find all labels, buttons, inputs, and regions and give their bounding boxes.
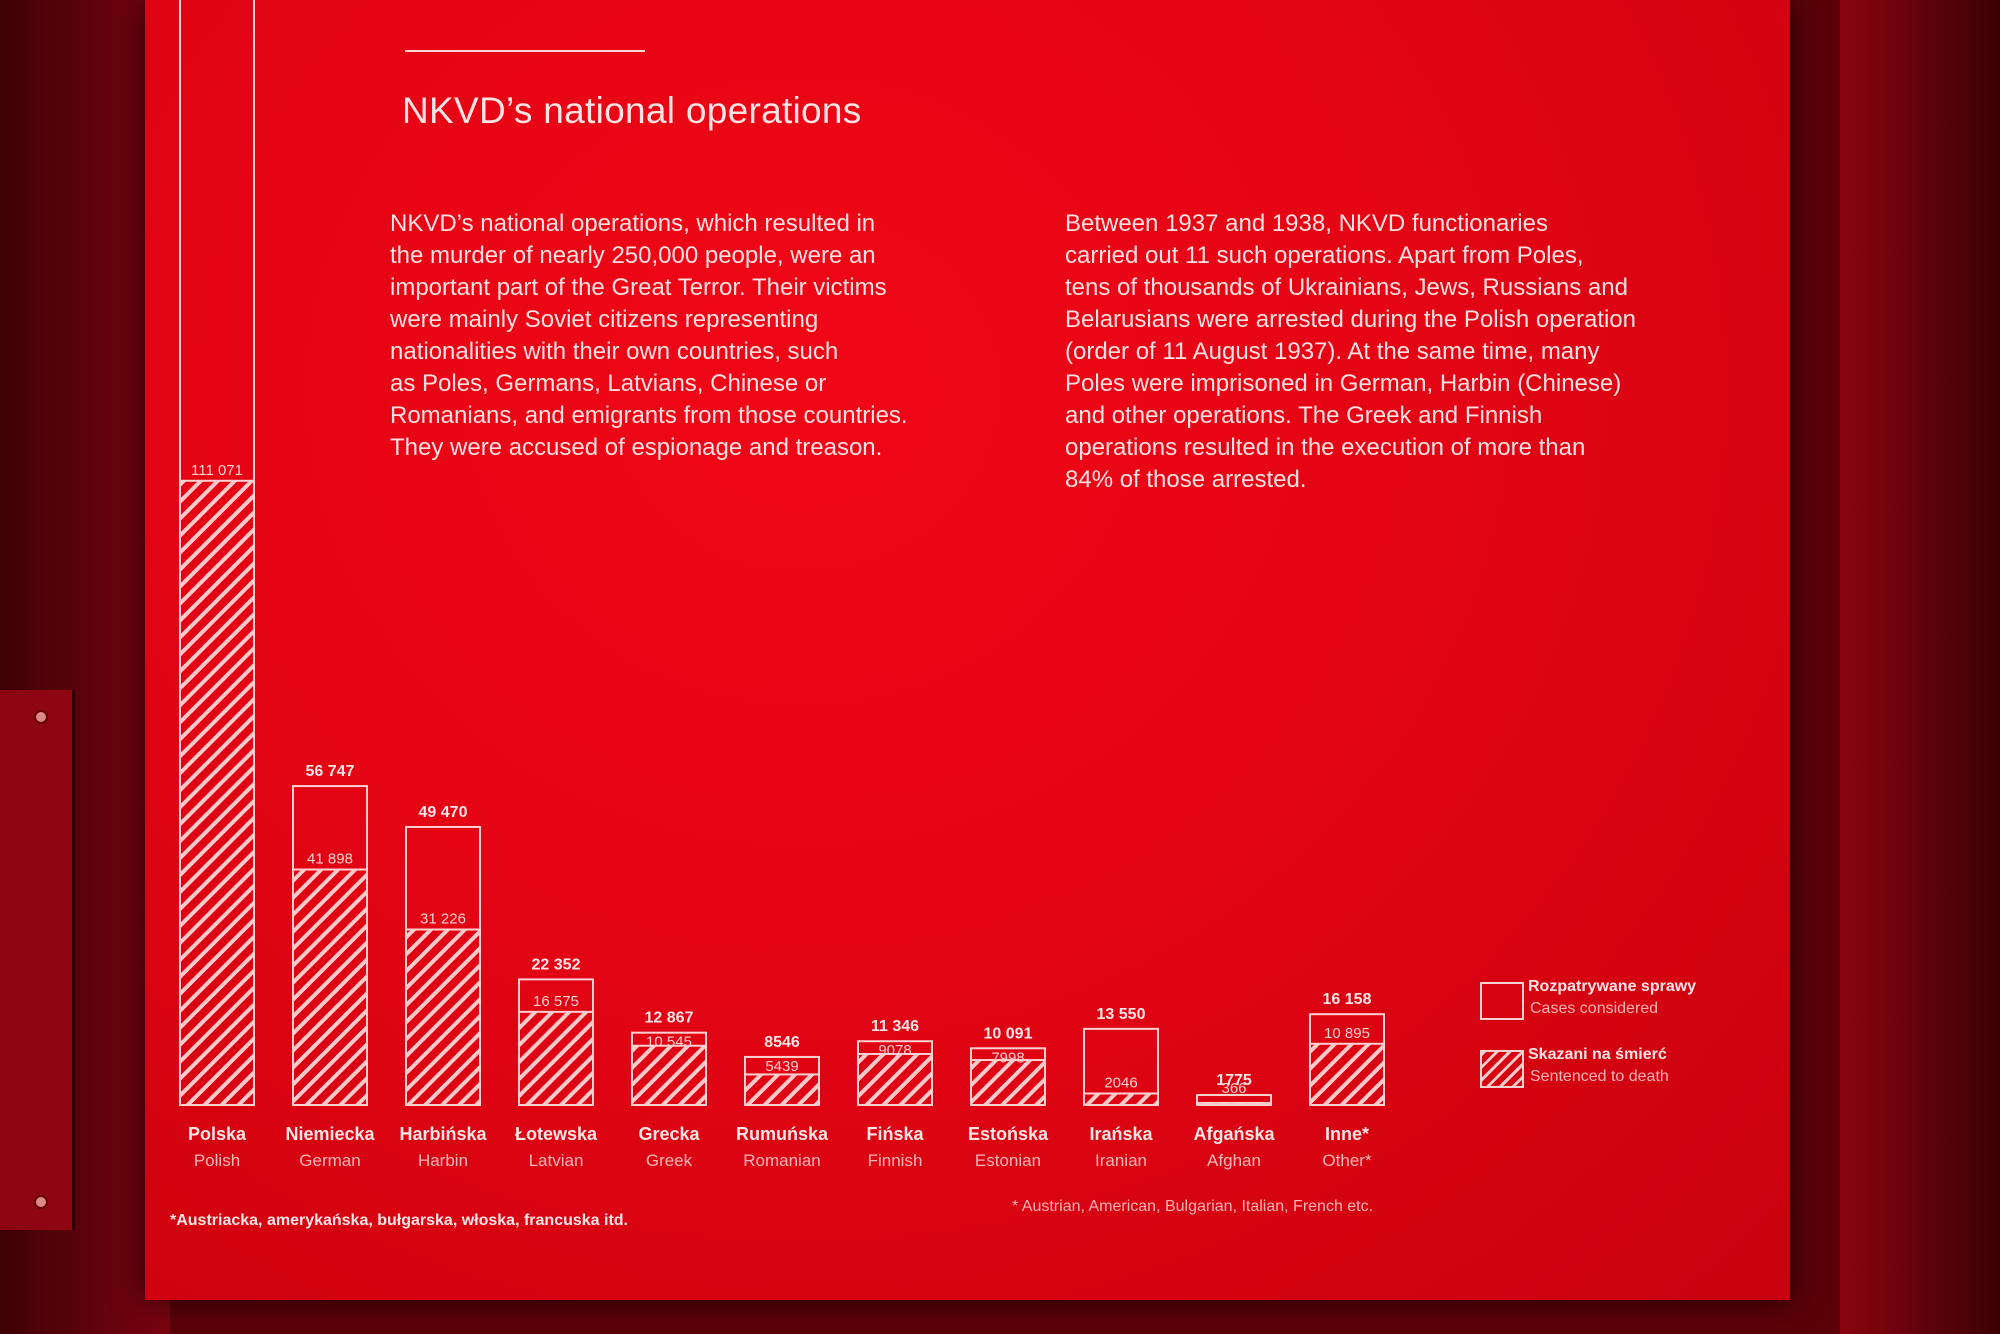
bar-sentenced [744, 1073, 820, 1107]
value-label-cases: 1775 [1216, 1072, 1252, 1089]
category-label-pl: Grecka [638, 1124, 700, 1144]
intro-paragraph-left: NKVD’s national operations, which result… [390, 210, 908, 461]
category-label-en: Other* [1322, 1151, 1372, 1170]
value-label-sentenced: 7998 [991, 1049, 1024, 1066]
category-label-en: Iranian [1095, 1151, 1147, 1170]
bar-sentenced [1083, 1092, 1159, 1106]
bar-cases [970, 1047, 1046, 1106]
category-label-en: Afghan [1207, 1151, 1261, 1170]
category-label-pl: Afgańska [1193, 1124, 1275, 1144]
wall-bracket [0, 690, 75, 1230]
value-label-sentenced: 366 [1221, 1080, 1246, 1097]
bar-cases [857, 1040, 933, 1106]
background-wall-right [1840, 0, 2000, 1334]
value-label-cases: 10 091 [984, 1025, 1033, 1042]
category-label-pl: Łotewska [515, 1124, 598, 1144]
bar-sentenced [631, 1044, 707, 1106]
category-label-en: Harbin [418, 1151, 468, 1170]
category-label-pl: Niemiecka [285, 1124, 375, 1144]
value-label-cases: 11 346 [871, 1018, 919, 1035]
category-label-pl: Fińska [866, 1124, 924, 1144]
bar-sentenced [179, 479, 255, 1106]
category-label-pl: Rumuńska [736, 1124, 829, 1144]
category-label-en: Estonian [975, 1151, 1041, 1170]
bar-sentenced [1309, 1042, 1385, 1107]
intro-paragraph-right: Between 1937 and 1938, NKVD functionarie… [1065, 210, 1636, 493]
value-label-sentenced: 31 226 [420, 911, 466, 928]
value-label-cases: 12 867 [645, 1010, 694, 1027]
bar-sentenced [405, 928, 481, 1107]
footnote-en: * Austrian, American, Bulgarian, Italian… [1012, 1198, 1374, 1215]
category-label-pl: Harbińska [399, 1124, 487, 1144]
value-label-sentenced: 16 575 [533, 993, 579, 1010]
category-label-en: Latvian [529, 1151, 584, 1170]
category-label-pl: Estońska [968, 1124, 1049, 1144]
bar-sentenced [970, 1059, 1046, 1107]
value-label-cases: 13 550 [1097, 1006, 1146, 1023]
category-label-pl: Polska [188, 1124, 247, 1144]
value-label-cases: 56 747 [306, 763, 355, 780]
value-label-cases: 8546 [764, 1034, 800, 1051]
value-label-sentenced: 41 898 [307, 851, 353, 868]
legend-death-label-en: Sentenced to death [1530, 1068, 1669, 1085]
bar-cases [1083, 1027, 1159, 1106]
page-title: NKVD’s national operations [402, 90, 862, 131]
bar-sentenced [857, 1052, 933, 1107]
category-label-en: Polish [194, 1151, 240, 1170]
value-label-sentenced: 10 895 [1324, 1025, 1370, 1042]
bar-sentenced [292, 868, 368, 1107]
value-label-cases: 16 158 [1323, 991, 1372, 1008]
bar-sentenced [518, 1010, 594, 1107]
legend-cases-swatch [1480, 982, 1524, 1020]
category-label-en: Greek [646, 1151, 693, 1170]
legend-death-swatch [1480, 1050, 1524, 1088]
category-label-en: German [299, 1151, 360, 1170]
bar-cases [631, 1031, 707, 1107]
category-label-pl: Irańska [1089, 1124, 1153, 1144]
legend-cases-label-en: Cases considered [1530, 1000, 1659, 1017]
bar-cases [1309, 1013, 1385, 1106]
value-label-sentenced: 9078 [878, 1042, 911, 1059]
title-rule [405, 50, 645, 52]
value-label-sentenced: 111 071 [191, 462, 243, 479]
bar-cases [1196, 1094, 1272, 1107]
bar-cases [744, 1055, 820, 1106]
bar-cases [518, 978, 594, 1107]
value-label-sentenced: 5439 [765, 1058, 798, 1075]
screw-icon [34, 1195, 48, 1209]
bar-cases [179, 0, 255, 1106]
category-label-en: Finnish [868, 1151, 923, 1170]
bar-cases [405, 825, 481, 1106]
value-label-cases: 49 470 [419, 804, 468, 821]
category-label-pl: Inne* [1325, 1124, 1369, 1144]
footnote-pl: *Austriacka, amerykańska, bułgarska, wło… [170, 1212, 628, 1229]
legend-cases-label-pl: Rozpatrywane sprawy [1528, 978, 1697, 995]
legend-death-label-pl: Skazani na śmierć [1528, 1046, 1667, 1063]
value-label-sentenced: 10 545 [646, 1034, 692, 1051]
category-label-en: Romanian [743, 1151, 821, 1170]
screw-icon [34, 710, 48, 724]
bar-cases [292, 785, 368, 1106]
value-label-cases: 22 352 [532, 956, 581, 973]
value-label-sentenced: 2046 [1104, 1075, 1137, 1092]
